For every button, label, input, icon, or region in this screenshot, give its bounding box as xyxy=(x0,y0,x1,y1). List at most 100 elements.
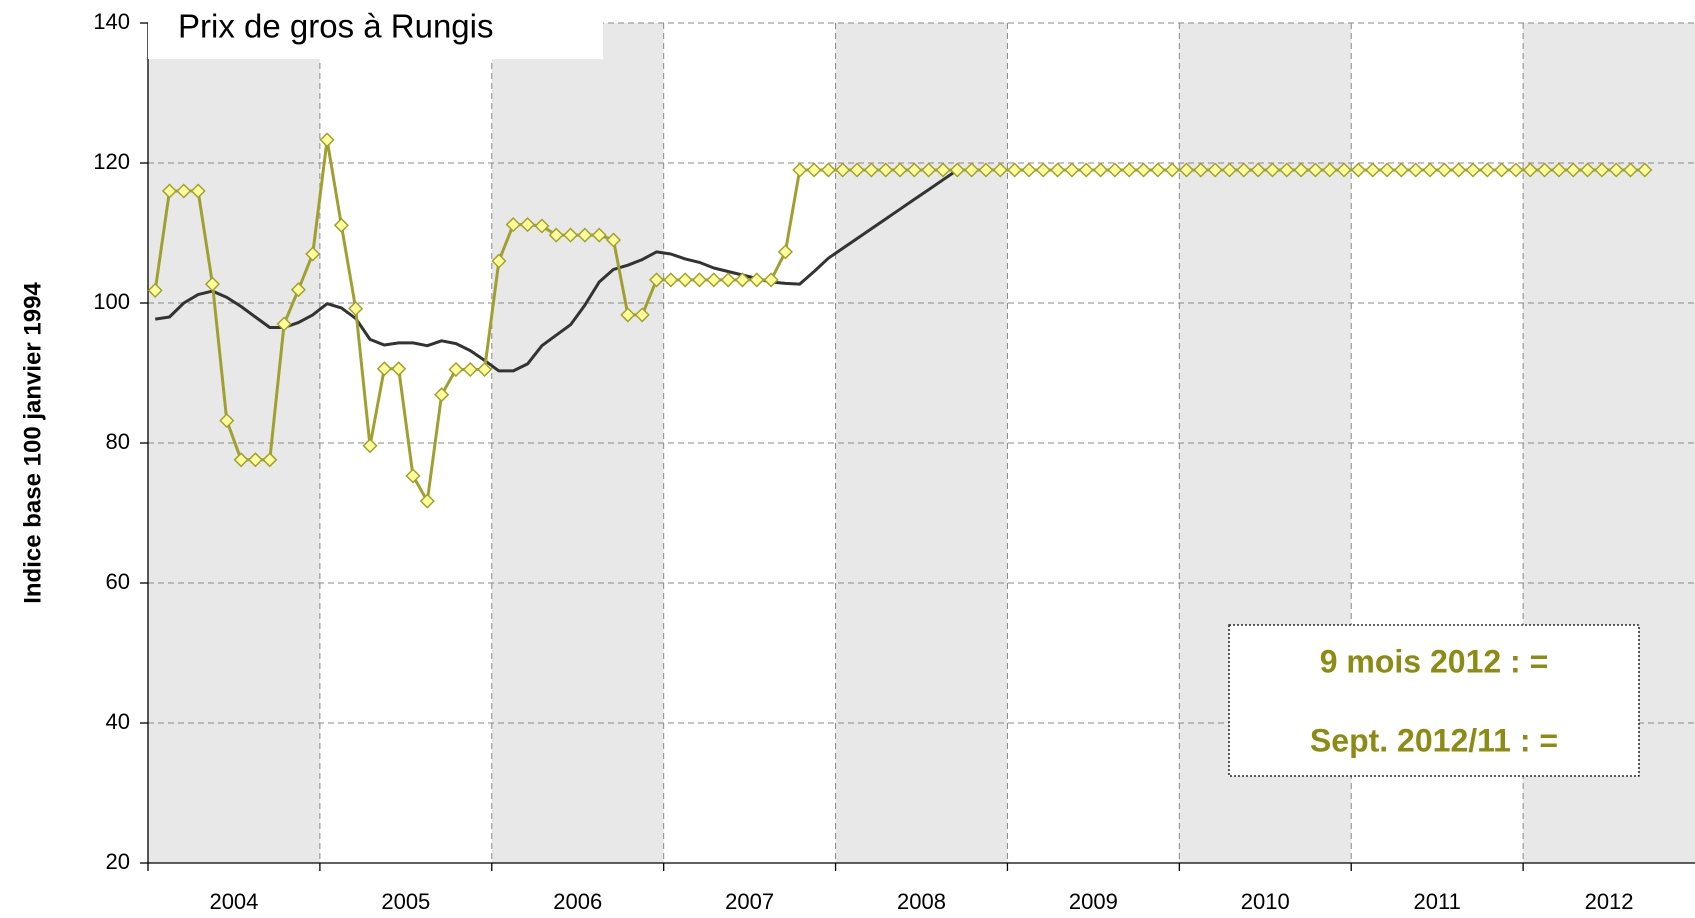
x-tick-label: 2009 xyxy=(1069,889,1118,914)
marker xyxy=(763,272,779,288)
x-tick-label: 2012 xyxy=(1585,889,1634,914)
marker xyxy=(1522,162,1538,178)
marker xyxy=(477,361,493,378)
marks xyxy=(147,132,1653,509)
marker xyxy=(620,307,636,323)
marker xyxy=(562,227,579,243)
y-tick-label: 100 xyxy=(93,289,130,314)
x-tick-label: 2011 xyxy=(1414,889,1461,914)
marker xyxy=(1637,162,1653,178)
marker xyxy=(878,162,894,178)
marker xyxy=(935,162,951,178)
marker xyxy=(190,183,206,199)
marker xyxy=(1393,162,1409,178)
marker xyxy=(1264,162,1281,178)
marker xyxy=(1422,162,1438,178)
annotation: Sept. 2012/11 : = xyxy=(1310,722,1558,758)
x-tick-label: 2010 xyxy=(1241,889,1290,914)
marker xyxy=(1622,162,1639,178)
marker xyxy=(247,452,263,468)
marker xyxy=(1336,162,1352,178)
marker xyxy=(892,162,908,178)
annotation-box xyxy=(1228,624,1640,777)
marker xyxy=(1035,162,1051,178)
y-tick-label: 60 xyxy=(106,569,130,594)
marker xyxy=(1408,162,1424,178)
marker xyxy=(820,162,836,178)
marker xyxy=(749,272,765,288)
marker xyxy=(505,217,521,233)
y-axis-title: Indice base 100 janvier 1994 xyxy=(19,282,46,604)
marker xyxy=(1580,162,1596,178)
marker xyxy=(147,282,163,298)
marker xyxy=(1594,162,1610,178)
marker xyxy=(405,468,421,484)
marker xyxy=(1465,162,1481,178)
y-tick-label: 120 xyxy=(93,149,130,174)
marker xyxy=(1164,162,1180,178)
marker xyxy=(1150,162,1166,178)
marker xyxy=(419,493,435,509)
marker xyxy=(1350,162,1366,178)
marker xyxy=(949,162,965,178)
marker xyxy=(376,361,392,377)
marker xyxy=(520,217,536,233)
marker xyxy=(290,282,306,298)
marker xyxy=(849,162,865,178)
marker xyxy=(462,361,478,378)
marker xyxy=(1064,162,1080,178)
marker xyxy=(1508,162,1524,178)
y-tick-label: 140 xyxy=(93,9,130,34)
x-tick-label: 2005 xyxy=(381,889,430,914)
marker xyxy=(534,218,550,234)
y-tick-label: 80 xyxy=(106,429,130,454)
x-tick-label: 2006 xyxy=(553,889,602,914)
x-tick-label: 2008 xyxy=(897,889,946,914)
title-box xyxy=(148,2,603,59)
marker xyxy=(548,227,564,243)
marker xyxy=(634,307,650,323)
marker xyxy=(276,316,292,332)
marker xyxy=(391,361,407,377)
marker xyxy=(1551,162,1567,178)
marker xyxy=(1436,162,1452,178)
marker xyxy=(605,232,622,248)
marker xyxy=(448,361,464,378)
marker xyxy=(204,276,221,292)
marker xyxy=(1207,162,1223,178)
marker xyxy=(348,301,364,317)
year-band xyxy=(491,23,664,863)
marker xyxy=(305,246,321,262)
chart-title: Prix de gros à Rungis xyxy=(178,8,493,45)
marker xyxy=(978,162,994,178)
marker xyxy=(219,413,235,429)
marker xyxy=(863,162,879,178)
marker xyxy=(1135,162,1152,178)
marker xyxy=(319,132,335,148)
grid: 2004 2005 2006 2007 2008 2009 2010 2011 2012 20 40… xyxy=(93,9,1695,914)
marker xyxy=(1107,162,1123,178)
marker xyxy=(806,162,822,178)
marker xyxy=(1250,162,1266,178)
marker xyxy=(792,162,808,178)
marker xyxy=(1193,162,1209,178)
marker xyxy=(1221,162,1238,178)
marker xyxy=(906,162,922,178)
marker xyxy=(333,217,349,233)
marker xyxy=(777,244,793,260)
marker xyxy=(577,227,593,243)
marker xyxy=(1451,162,1467,178)
marker xyxy=(648,272,665,288)
marker xyxy=(992,162,1008,178)
marker xyxy=(262,452,278,468)
marker xyxy=(591,227,607,243)
marker xyxy=(176,183,192,199)
marker xyxy=(1494,162,1510,178)
marker xyxy=(1007,162,1023,178)
marker xyxy=(720,272,736,288)
x-tick-label: 2007 xyxy=(725,889,774,914)
marker xyxy=(1608,162,1624,178)
marker xyxy=(1293,162,1309,178)
marker xyxy=(1565,162,1581,178)
marker xyxy=(1021,162,1037,178)
